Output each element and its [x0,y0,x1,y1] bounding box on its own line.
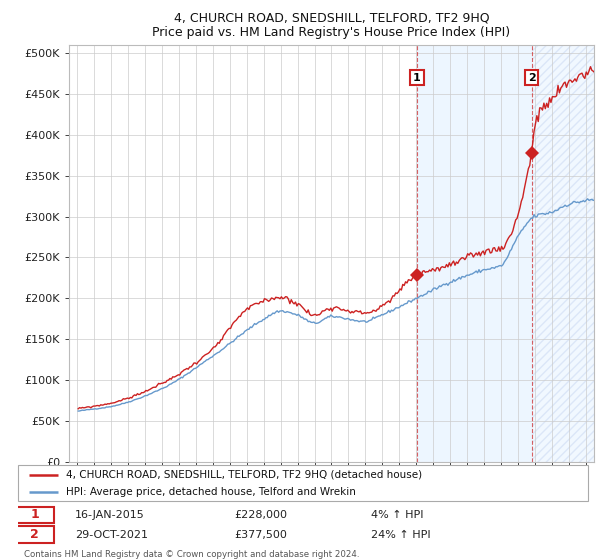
Text: £228,000: £228,000 [235,510,287,520]
Text: 16-JAN-2015: 16-JAN-2015 [75,510,145,520]
Title: 4, CHURCH ROAD, SNEDSHILL, TELFORD, TF2 9HQ
Price paid vs. HM Land Registry's Ho: 4, CHURCH ROAD, SNEDSHILL, TELFORD, TF2 … [152,11,511,39]
Text: 4% ↑ HPI: 4% ↑ HPI [371,510,424,520]
Text: HPI: Average price, detached house, Telford and Wrekin: HPI: Average price, detached house, Telf… [67,487,356,497]
Text: 1: 1 [30,508,39,521]
Text: £377,500: £377,500 [235,530,287,540]
Text: 29-OCT-2021: 29-OCT-2021 [75,530,148,540]
FancyBboxPatch shape [18,465,588,501]
Text: 24% ↑ HPI: 24% ↑ HPI [371,530,431,540]
FancyBboxPatch shape [15,526,54,543]
Text: 4, CHURCH ROAD, SNEDSHILL, TELFORD, TF2 9HQ (detached house): 4, CHURCH ROAD, SNEDSHILL, TELFORD, TF2 … [67,470,422,480]
Text: 2: 2 [30,528,39,541]
Text: 2: 2 [528,73,536,82]
FancyBboxPatch shape [15,506,54,523]
Text: Contains HM Land Registry data © Crown copyright and database right 2024.
This d: Contains HM Land Registry data © Crown c… [24,550,359,560]
Bar [532,45,594,462]
Text: 1: 1 [413,73,421,82]
Bar [417,45,532,462]
